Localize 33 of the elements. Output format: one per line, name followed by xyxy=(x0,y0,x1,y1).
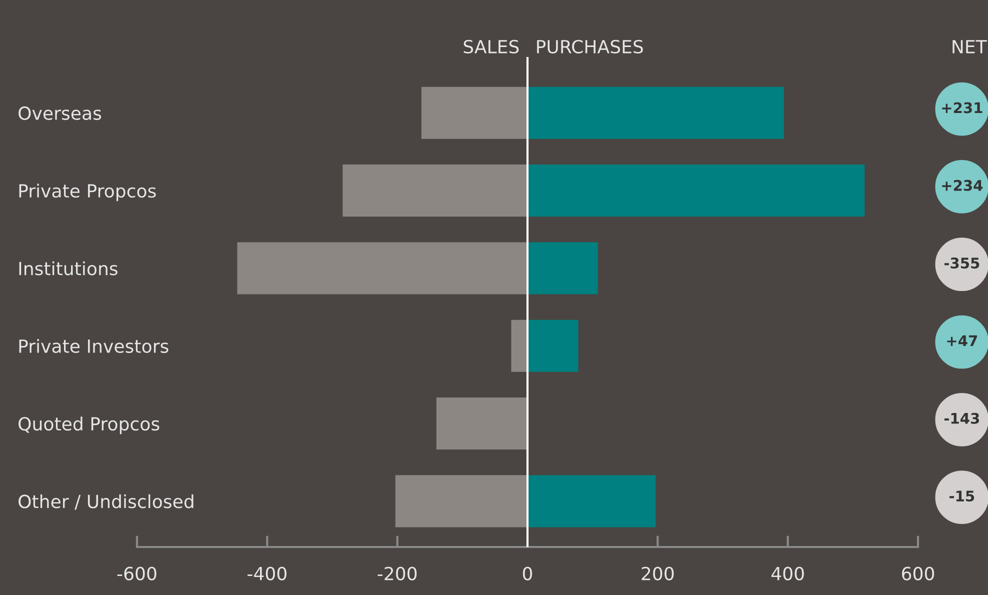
y-tick-label: Other / Undisclosed xyxy=(18,494,194,510)
x-tick-label: -600 xyxy=(117,566,156,580)
x-tick-label: 400 xyxy=(771,566,804,580)
y-tick-label: Quoted Propcos xyxy=(18,416,160,434)
bar xyxy=(395,475,528,528)
text: +231 xyxy=(942,102,982,114)
bar xyxy=(511,320,528,372)
text: +234 xyxy=(942,180,983,191)
series-label: SALES xyxy=(464,40,519,54)
series-label: PURCHASES xyxy=(537,40,643,54)
bar xyxy=(436,398,528,450)
text: -15 xyxy=(950,490,974,502)
bar xyxy=(421,86,528,139)
x-tick-label: 0 xyxy=(522,566,532,580)
x-tick-label: 600 xyxy=(902,566,934,580)
bar xyxy=(528,475,656,528)
text: -355 xyxy=(944,258,980,269)
text: NET xyxy=(952,40,987,54)
y-tick-label: Institutions xyxy=(19,261,118,276)
text: +47 xyxy=(947,335,977,346)
x-tick-label: 200 xyxy=(642,566,674,580)
y-tick-label: Private Propcos xyxy=(19,184,156,202)
bar xyxy=(237,242,528,294)
y-tick-label: Private Investors xyxy=(19,339,168,353)
text: -143 xyxy=(944,412,979,424)
bar xyxy=(528,242,598,294)
bar xyxy=(528,164,865,217)
x-tick-label: -400 xyxy=(248,566,286,580)
x-tick-label: -200 xyxy=(378,566,417,580)
bar xyxy=(528,86,784,139)
bar xyxy=(528,320,578,372)
bar xyxy=(342,164,528,217)
y-tick-label: Overseas xyxy=(18,106,102,120)
